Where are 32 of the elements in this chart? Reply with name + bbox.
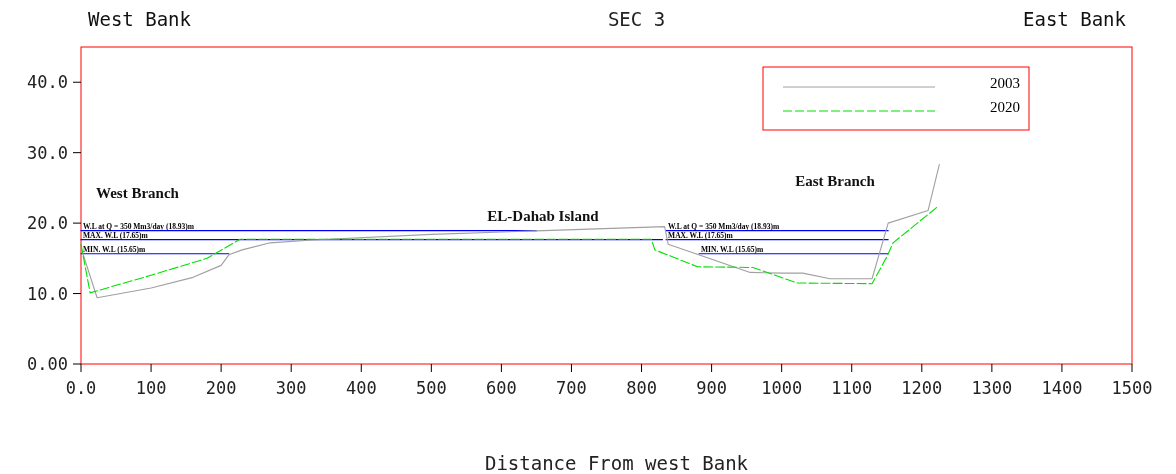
x-tick-label: 0.0	[65, 378, 97, 398]
text: West Bank	[88, 8, 192, 30]
line-series	[80, 207, 938, 294]
y-tick-label: 20.0	[27, 213, 68, 234]
annotation: West Branch	[96, 185, 180, 201]
x-tick-label: 1100	[831, 378, 873, 398]
x-tick-label: 200	[205, 378, 237, 398]
chart-title: SEC 3	[607, 8, 666, 30]
x-tick-label: 1000	[761, 378, 803, 398]
x-tick-label: 800	[626, 378, 657, 398]
text: 2020	[990, 99, 1020, 115]
annotation: EL-Dahab Island	[487, 208, 600, 224]
annotation: East Branch	[795, 173, 876, 189]
x-tick-label: 600	[486, 378, 517, 398]
y-tick-label: 40.0	[27, 72, 68, 93]
y-tick-label: 30.0	[27, 142, 68, 163]
text: 2003	[990, 75, 1020, 91]
x-tick-label: 500	[415, 378, 447, 398]
x-tick-label: 1200	[901, 378, 943, 398]
y-tick-label: 10.0	[27, 283, 68, 304]
line-series	[80, 164, 940, 299]
x-tick-label: 300	[275, 378, 307, 398]
x-tick-label: 100	[135, 378, 167, 398]
x-axis-title: Distance From west Bank	[484, 452, 749, 474]
x-tick-label: 900	[696, 378, 727, 398]
x-tick-label: 1400	[1041, 378, 1083, 398]
text: East Bank	[1023, 8, 1127, 30]
x-tick-label: 700	[556, 378, 587, 398]
y-tick-label: 0.00	[27, 354, 68, 374]
x-tick-label: 1500	[1111, 378, 1153, 398]
x-tick-label: 400	[345, 378, 377, 398]
x-tick-label: 1300	[971, 378, 1013, 398]
